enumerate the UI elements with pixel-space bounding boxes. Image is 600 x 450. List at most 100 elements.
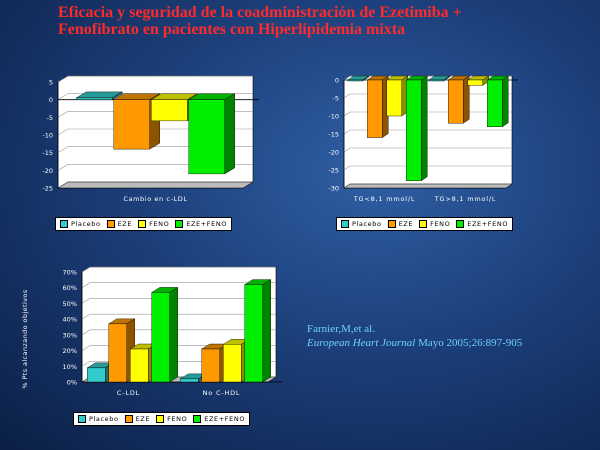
y-tick-label: 10%	[63, 363, 77, 371]
y-tick-label: 50%	[63, 300, 77, 308]
reference-authors: Farnier,M,et al.	[307, 323, 375, 335]
y-tick-label: -5	[47, 114, 53, 122]
bar	[447, 75, 470, 124]
bar	[151, 287, 179, 383]
slide-title: Eficacia y seguridad de la coadministrac…	[58, 4, 478, 38]
bar-front	[188, 99, 225, 175]
gridline	[81, 266, 276, 273]
legend-item-placebo: Placebo	[341, 220, 382, 228]
x-tick-label: TG>8,1 mmol/L	[434, 195, 497, 203]
legend-label: Placebo	[71, 220, 101, 228]
bar-front	[448, 79, 464, 124]
legend-chart-3: Placebo EZE FENO EZE+FENO	[73, 412, 251, 426]
y-tick-label: 0%	[67, 379, 77, 387]
gridline	[81, 329, 276, 336]
y-tick-label: -5	[333, 95, 339, 103]
plot-floor	[57, 181, 254, 189]
bar-side	[502, 75, 509, 128]
y-tick-label: -30	[328, 185, 339, 193]
y-tick-label: 40%	[63, 316, 77, 324]
bar-front	[76, 97, 113, 100]
y-tick-label: 0	[49, 96, 53, 104]
legend-label: FENO	[149, 220, 170, 228]
bar-front	[180, 378, 199, 383]
bar	[467, 75, 490, 86]
legend-item-eze: EZE	[106, 220, 133, 228]
y-tick-label: -25	[328, 167, 339, 175]
bar-side	[262, 279, 271, 383]
legend-label: EZE	[398, 220, 414, 228]
bar-front	[113, 99, 150, 150]
bar-front	[467, 79, 483, 86]
y-tick-label: -20	[328, 149, 339, 157]
y-tick-label: -25	[42, 185, 53, 193]
chart-2: 0 -5 -10 -15 -20 -25 -30 TG<8,1 mmol/L TG>8,1 mm…	[328, 75, 518, 203]
bar-front	[151, 292, 170, 383]
legend-label: FENO	[430, 220, 451, 228]
legend-item-placebo: Placebo	[78, 415, 119, 423]
y-tick-label: 5	[49, 79, 53, 87]
slide-title-line-2: Fenofibrato en pacientes con Hiperlipide…	[58, 21, 406, 38]
x-tick-label: C-LDL	[117, 389, 140, 397]
legend-label: EZE+FENO	[467, 220, 509, 228]
legend-label: EZE+FENO	[186, 220, 228, 228]
bar-front	[386, 79, 402, 117]
bar-front	[428, 79, 444, 82]
y-tick-label: 30%	[63, 331, 77, 339]
legend-item-eze-feno: EZE+FENO	[175, 220, 227, 228]
legend-item-feno: FENO	[156, 415, 187, 423]
gridline	[343, 147, 512, 153]
y-tick-label: -10	[42, 132, 53, 140]
y-tick-label: -15	[328, 131, 339, 139]
slide-title-line-1: Eficacia y seguridad de la coadministrac…	[58, 4, 462, 21]
legend-label: Placebo	[89, 415, 119, 423]
gridline	[81, 298, 276, 304]
bar-front	[406, 79, 422, 182]
y-tick-label: -20	[42, 167, 53, 175]
bar	[179, 373, 207, 383]
legend-label: EZE	[117, 220, 133, 228]
bar-front	[87, 367, 106, 383]
legend-chart-1: Placebo EZE FENO EZE+FENO	[55, 217, 233, 231]
bar	[486, 75, 509, 128]
bar-front	[367, 79, 383, 138]
bar-front	[130, 348, 149, 383]
bar-front	[347, 79, 363, 82]
bar-front	[108, 323, 127, 383]
y-axis-title: % Pts alcanzando objetivos	[21, 289, 29, 389]
gridline	[57, 75, 253, 83]
plot-floor	[343, 183, 513, 189]
bar-side	[224, 93, 235, 175]
gridline	[343, 165, 512, 171]
legend-item-feno: FENO	[419, 220, 450, 228]
reference: Farnier,M,et al. European Heart Journal …	[307, 322, 522, 350]
bar	[244, 279, 272, 383]
y-tick-label: -10	[328, 113, 339, 121]
bar-front	[487, 79, 503, 127]
y-tick-label: 70%	[63, 269, 77, 277]
legend-chart-2: Placebo EZE FENO EZE+FENO	[336, 217, 514, 231]
legend-item-eze: EZE	[387, 220, 414, 228]
y-tick-label: -15	[42, 149, 53, 157]
bar	[428, 75, 451, 82]
reference-citation: European Heart Journal Mayo 2005;26:897-…	[307, 336, 522, 350]
legend-label: Placebo	[352, 220, 382, 228]
legend-item-eze-feno: EZE+FENO	[193, 415, 245, 423]
bar	[366, 75, 389, 138]
bar-front	[151, 99, 188, 122]
x-tick-label: No C-HDL	[203, 389, 241, 397]
bar-front	[244, 284, 263, 383]
y-tick-label: 60%	[63, 284, 77, 292]
legend-label: EZE	[135, 415, 151, 423]
bar	[347, 75, 370, 82]
gridline	[81, 313, 276, 320]
legend-item-placebo: Placebo	[60, 220, 101, 228]
legend-item-feno: FENO	[138, 220, 169, 228]
bar	[386, 75, 409, 117]
bar-front	[201, 348, 220, 383]
y-tick-label: 0	[335, 77, 339, 85]
y-tick-label: 20%	[63, 347, 77, 355]
bar-side	[421, 75, 428, 182]
bar	[201, 343, 229, 383]
gridline	[81, 282, 276, 288]
